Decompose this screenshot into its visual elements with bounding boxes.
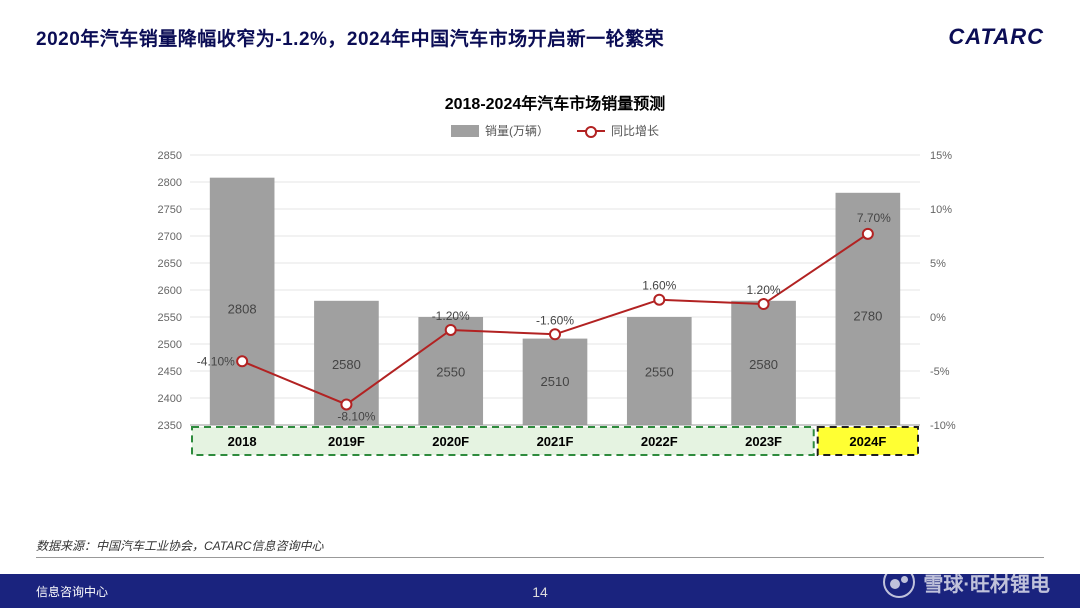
svg-text:2650: 2650 [158,258,182,270]
svg-text:2750: 2750 [158,204,182,216]
chart-plot: 2350 2400 2450 2500 2550 2600 2650 2700 2750 2800… [140,145,970,465]
svg-text:2550: 2550 [645,364,674,379]
line-swatch-icon [577,130,605,132]
svg-text:2450: 2450 [158,366,182,378]
svg-text:2400: 2400 [158,393,182,405]
svg-text:2600: 2600 [158,285,182,297]
chart-legend: 销量(万辆） 同比增长 [140,122,970,139]
svg-text:-8.10%: -8.10% [337,409,375,423]
svg-text:-10%: -10% [930,420,956,432]
svg-text:2022F: 2022F [641,434,678,449]
legend-line-label: 同比增长 [611,122,659,139]
svg-text:2021F: 2021F [537,434,574,449]
svg-text:2580: 2580 [332,357,361,372]
svg-text:2023F: 2023F [745,434,782,449]
legend-bar: 销量(万辆） [451,122,549,139]
chart-title: 2018-2024年汽车市场销量预测 [140,90,970,114]
svg-text:5%: 5% [930,258,946,270]
svg-text:2700: 2700 [158,231,182,243]
chart-container: 2018-2024年汽车市场销量预测 销量(万辆） 同比增长 235024002… [140,90,970,465]
svg-text:15%: 15% [930,150,952,162]
svg-text:1.20%: 1.20% [747,283,781,297]
svg-text:2800: 2800 [158,177,182,189]
svg-text:2020F: 2020F [432,434,469,449]
svg-text:2018: 2018 [228,434,257,449]
svg-text:-5%: -5% [930,366,950,378]
svg-text:2550: 2550 [158,312,182,324]
svg-text:2024F: 2024F [849,434,886,449]
page-number: 14 [532,584,548,600]
svg-text:2580: 2580 [749,357,778,372]
svg-text:2850: 2850 [158,150,182,162]
svg-text:2500: 2500 [158,339,182,351]
page-title: 2020年汽车销量降幅收窄为-1.2%，2024年中国汽车市场开启新一轮繁荣 [36,24,664,51]
watermark: 雪球·旺材锂电 [883,566,1050,598]
legend-bar-label: 销量(万辆） [485,122,549,139]
svg-text:2510: 2510 [541,374,570,389]
svg-text:10%: 10% [930,204,952,216]
svg-text:1.60%: 1.60% [642,279,676,293]
svg-text:7.70%: 7.70% [857,211,891,225]
svg-text:2550: 2550 [436,364,465,379]
watermark-text: 雪球·旺材锂电 [923,568,1050,597]
svg-text:-1.20%: -1.20% [432,309,470,323]
divider [36,557,1044,558]
watermark-icon [883,566,915,598]
svg-text:2808: 2808 [228,302,257,317]
brand-logo: CATARC [948,24,1044,50]
data-source: 数据来源：中国汽车工业协会，CATARC信息咨询中心 [36,537,324,554]
svg-text:2019F: 2019F [328,434,365,449]
legend-line: 同比增长 [577,122,659,139]
svg-text:-1.60%: -1.60% [536,313,574,327]
svg-text:2780: 2780 [853,309,882,324]
svg-text:0%: 0% [930,312,946,324]
svg-text:2350: 2350 [158,420,182,432]
footer-org: 信息咨询中心 [36,583,108,600]
svg-text:-4.10%: -4.10% [197,354,235,368]
bar-swatch-icon [451,125,479,137]
